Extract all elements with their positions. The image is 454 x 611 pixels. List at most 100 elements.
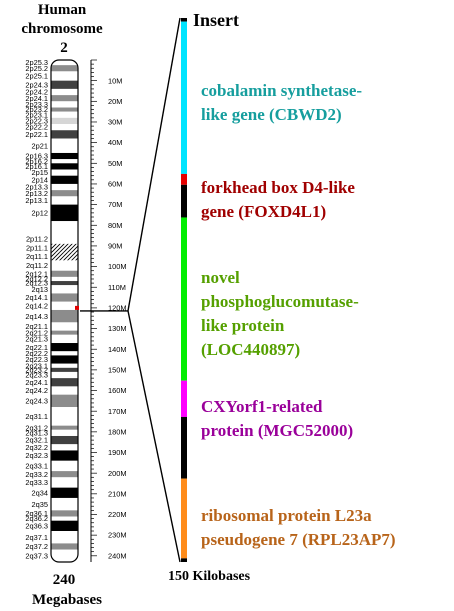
connector-upper xyxy=(127,17,181,312)
band-label: 2q22.3 xyxy=(25,355,48,364)
chromosome-band xyxy=(51,450,78,461)
ruler-tick-label: 40M xyxy=(108,138,122,147)
band-label: 2q13 xyxy=(32,285,48,294)
chromosome-band xyxy=(51,175,78,184)
chromosome-band xyxy=(51,386,78,395)
chromosome-ideogram xyxy=(50,59,79,563)
chromosome-band xyxy=(51,65,78,72)
ruler-tick-label: 30M xyxy=(108,118,122,127)
band-label: 2q24.2 xyxy=(25,386,48,395)
band-label: 2p13.3 xyxy=(25,183,48,192)
band-label: 2q33.1 xyxy=(25,462,48,471)
insert-label: Insert xyxy=(193,10,239,30)
band-label: 2p24.1 xyxy=(25,94,48,103)
chromosome-title-line1: Human xyxy=(38,2,87,18)
chromosome-title-line3: 2 xyxy=(60,40,68,56)
chromosome-band xyxy=(51,111,78,118)
band-label: 2p25.1 xyxy=(25,72,48,81)
ruler-tick-label: 130M xyxy=(108,324,127,333)
gene-label-line: phosphoglucomutase- xyxy=(201,292,359,311)
chromosome-band xyxy=(51,355,78,364)
band-label: 2p14 xyxy=(32,175,48,184)
band-label: 2q37.1 xyxy=(25,533,48,542)
zoom-connector xyxy=(80,17,181,563)
band-label: 2q37.3 xyxy=(25,551,48,560)
band-label: 2q22.2 xyxy=(25,349,48,358)
band-label: 2p16.1 xyxy=(25,162,48,171)
band-label: 2q23.2 xyxy=(25,365,48,374)
chromosome-band xyxy=(51,60,78,66)
chromosome-band xyxy=(51,330,78,335)
band-label: 2p22.1 xyxy=(25,130,48,139)
band-label: 2q22.1 xyxy=(25,343,48,352)
chromosome-band xyxy=(51,233,78,244)
chromosome-band xyxy=(51,477,78,488)
gene-label-group: cobalamin synthetase-like gene (CBWD2) fo… xyxy=(201,81,396,549)
band-label: 2p12 xyxy=(32,208,48,217)
chromosome-band xyxy=(51,285,78,294)
chromosome-band xyxy=(51,138,78,153)
band-label: 2p11.1 xyxy=(26,244,48,253)
ruler-tick-label: 80M xyxy=(108,221,122,230)
band-label: 2p23.3 xyxy=(25,100,48,109)
chromosome-band xyxy=(51,301,78,310)
chromosome-band xyxy=(51,351,78,356)
chromosome-band xyxy=(51,435,78,445)
ruler-tick-label: 230M xyxy=(108,531,127,540)
gene-label-line: ribosomal protein L23a xyxy=(201,506,372,525)
band-label: 2p16.3 xyxy=(25,152,48,161)
band-label: 2q11.2 xyxy=(26,261,48,270)
band-label: 2q23.3 xyxy=(25,371,48,380)
chromosome-band xyxy=(51,117,78,125)
chromosome-band xyxy=(51,520,78,532)
chromosome-band xyxy=(51,510,78,517)
band-label: 2q24.3 xyxy=(25,396,48,405)
gene-label-line: (LOC440897) xyxy=(201,340,300,359)
insert-segment xyxy=(181,217,187,381)
gene-label-line: gene (FOXD4L1) xyxy=(201,202,326,221)
band-label: 2p24.2 xyxy=(25,88,48,97)
chromosome-band xyxy=(51,95,78,102)
chromosome-band xyxy=(51,101,78,108)
chromosome-length-value: 240 xyxy=(53,572,76,588)
ruler-tick-label: 200M xyxy=(108,469,127,478)
chromosome-band xyxy=(51,276,78,282)
insert-segment xyxy=(181,184,187,218)
gene-label-line: like protein xyxy=(201,316,285,335)
band-label-group: 2p25.32p25.22p25.12p24.32p24.22p24.12p23… xyxy=(25,58,48,560)
ruler-tick-label: 60M xyxy=(108,180,122,189)
ruler-tick-label: 120M xyxy=(108,304,127,313)
gene-label-line: forkhead box D4-like xyxy=(201,178,355,197)
band-label: 2q12.2 xyxy=(25,275,48,284)
band-label: 2q35 xyxy=(32,500,48,509)
chromosome-band xyxy=(51,322,78,331)
chromosome-band xyxy=(51,169,78,176)
chromosome-band xyxy=(51,88,78,96)
band-label: 2q14.3 xyxy=(25,312,48,321)
band-label: 2q34 xyxy=(32,488,48,497)
band-label: 2p23.1 xyxy=(25,110,48,119)
insert-segment xyxy=(181,380,187,417)
insert-segment xyxy=(181,478,187,559)
ruler-tick-label: 110M xyxy=(108,283,126,292)
chromosome-band xyxy=(51,190,78,197)
band-label: 2q14.2 xyxy=(25,301,48,310)
chromosome-band xyxy=(51,543,78,550)
chromosome-band xyxy=(51,429,78,436)
chromosome-band xyxy=(51,425,78,430)
ruler-tick-label: 220M xyxy=(108,510,127,519)
insert-bar xyxy=(181,18,187,562)
chromosome-band xyxy=(51,444,78,451)
insert-segment xyxy=(181,173,187,185)
band-label: 2q37.2 xyxy=(25,542,48,551)
chromosome-band xyxy=(51,152,78,160)
insert-segment xyxy=(181,558,187,562)
band-label: 2q14.1 xyxy=(25,293,48,302)
chromosome-title-line2: chromosome xyxy=(21,21,103,37)
band-label: 2q12.3 xyxy=(25,279,48,288)
chromosome-band xyxy=(51,497,78,511)
chromosome-band xyxy=(51,531,78,544)
band-label: 2p13.1 xyxy=(25,196,48,205)
band-label: 2p25.3 xyxy=(25,58,48,67)
